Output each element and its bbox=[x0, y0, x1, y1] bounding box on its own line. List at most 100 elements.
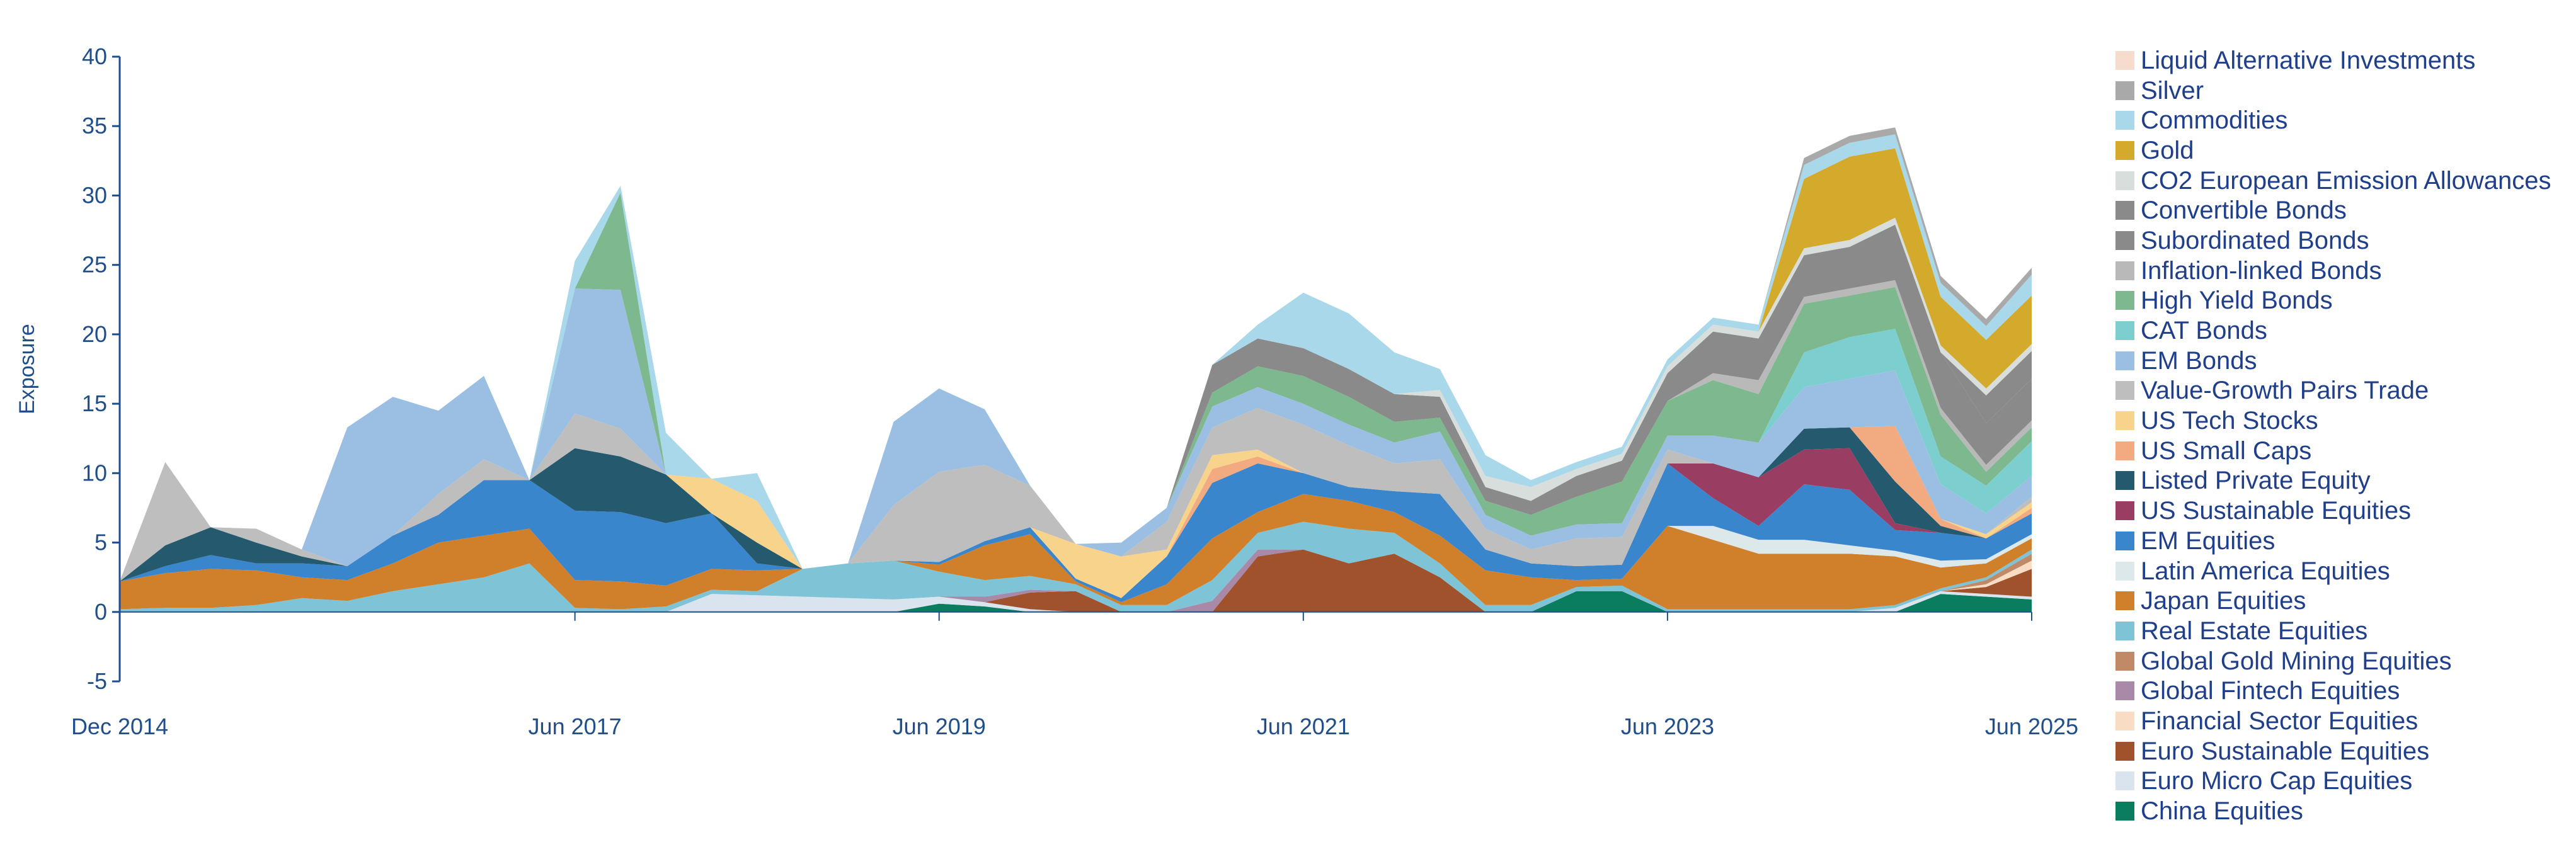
legend-swatch bbox=[2115, 561, 2134, 581]
legend-item: Global Fintech Equities bbox=[2115, 676, 2551, 706]
y-tick-label: 15 bbox=[82, 390, 107, 416]
area-us-sustainable-equities bbox=[120, 448, 2032, 598]
area-em-equities bbox=[120, 463, 2032, 603]
y-tick-label: 10 bbox=[82, 460, 107, 486]
legend-label: Euro Micro Cap Equities bbox=[2141, 767, 2413, 795]
legend-swatch bbox=[2115, 711, 2134, 730]
x-tick-label: Jun 2021 bbox=[1257, 713, 1350, 739]
legend-item: China Equities bbox=[2115, 796, 2551, 826]
legend-label: CO2 European Emission Allowances bbox=[2141, 166, 2551, 195]
legend-label: Global Gold Mining Equities bbox=[2141, 647, 2452, 675]
legend-swatch bbox=[2115, 771, 2134, 791]
stacked-areas bbox=[120, 127, 2032, 612]
legend-label: Gold bbox=[2141, 136, 2194, 164]
legend-swatch bbox=[2115, 741, 2134, 761]
y-tick-label: -5 bbox=[87, 668, 107, 694]
x-tick-label: Dec 2014 bbox=[71, 713, 168, 739]
legend-item: Global Gold Mining Equities bbox=[2115, 646, 2551, 676]
y-tick-label: 40 bbox=[82, 43, 107, 69]
legend-item: Value-Growth Pairs Trade bbox=[2115, 376, 2551, 406]
legend-swatch bbox=[2115, 501, 2134, 521]
legend-item: Listed Private Equity bbox=[2115, 466, 2551, 496]
legend-label: Commodities bbox=[2141, 106, 2288, 135]
legend-label: US Sustainable Equities bbox=[2141, 497, 2412, 525]
y-tick-label: 0 bbox=[94, 599, 107, 625]
legend-label: Euro Sustainable Equities bbox=[2141, 737, 2430, 765]
legend-item: High Yield Bonds bbox=[2115, 286, 2551, 316]
legend-item: Silver bbox=[2115, 76, 2551, 106]
legend-swatch bbox=[2115, 111, 2134, 130]
legend-label: Latin America Equities bbox=[2141, 557, 2390, 585]
legend-label: US Small Caps bbox=[2141, 436, 2312, 465]
legend-label: China Equities bbox=[2141, 797, 2303, 826]
y-axis-title: Exposure bbox=[15, 324, 39, 414]
area-japan-equities bbox=[120, 494, 2032, 610]
legend-label: EM Bonds bbox=[2141, 346, 2257, 375]
legend-label: CAT Bonds bbox=[2141, 317, 2267, 345]
legend-item: Euro Micro Cap Equities bbox=[2115, 766, 2551, 797]
legend-swatch bbox=[2115, 441, 2134, 460]
area-em-bonds bbox=[120, 288, 2032, 582]
legend-swatch bbox=[2115, 591, 2134, 611]
legend-item: CAT Bonds bbox=[2115, 315, 2551, 346]
legend-item: EM Equities bbox=[2115, 526, 2551, 556]
legend-item: Financial Sector Equities bbox=[2115, 706, 2551, 736]
legend-label: EM Equities bbox=[2141, 526, 2275, 555]
legend-swatch bbox=[2115, 291, 2134, 310]
legend-label: Value-Growth Pairs Trade bbox=[2141, 377, 2429, 405]
y-tick-label: 5 bbox=[94, 530, 107, 555]
legend-label: Convertible Bonds bbox=[2141, 196, 2347, 225]
area-value-growth-pairs-trade bbox=[120, 407, 2032, 582]
area-real-estate-equities bbox=[120, 521, 2032, 612]
y-tick-label: 35 bbox=[82, 113, 107, 139]
legend-swatch bbox=[2115, 140, 2134, 160]
legend-item: Euro Sustainable Equities bbox=[2115, 736, 2551, 766]
legend-item: Commodities bbox=[2115, 105, 2551, 135]
legend-item: Subordinated Bonds bbox=[2115, 225, 2551, 256]
legend-swatch bbox=[2115, 381, 2134, 401]
area-listed-private-equity bbox=[120, 427, 2032, 598]
legend-item: US Tech Stocks bbox=[2115, 406, 2551, 436]
legend-swatch bbox=[2115, 651, 2134, 671]
x-tick-label: Jun 2019 bbox=[893, 713, 986, 739]
legend-label: US Tech Stocks bbox=[2141, 407, 2318, 435]
legend-item: Latin America Equities bbox=[2115, 556, 2551, 586]
legend-swatch bbox=[2115, 471, 2134, 491]
legend-label: Japan Equities bbox=[2141, 587, 2306, 615]
legend-swatch bbox=[2115, 411, 2134, 431]
legend-swatch bbox=[2115, 321, 2134, 341]
area-china-equities bbox=[120, 591, 2032, 612]
legend-item: Real Estate Equities bbox=[2115, 616, 2551, 646]
legend-label: Silver bbox=[2141, 76, 2204, 105]
legend-label: High Yield Bonds bbox=[2141, 287, 2333, 315]
legend-item: Liquid Alternative Investments bbox=[2115, 45, 2551, 76]
legend-item: US Sustainable Equities bbox=[2115, 496, 2551, 526]
area-euro-sustainable-equities bbox=[120, 549, 2032, 612]
legend-swatch bbox=[2115, 171, 2134, 190]
legend-label: Financial Sector Equities bbox=[2141, 707, 2419, 735]
y-tick-label: 30 bbox=[82, 182, 107, 208]
legend-swatch bbox=[2115, 81, 2134, 100]
legend-label: Liquid Alternative Investments bbox=[2141, 46, 2476, 74]
legend-swatch bbox=[2115, 201, 2134, 220]
legend-item: EM Bonds bbox=[2115, 346, 2551, 376]
x-tick-label: Jun 2023 bbox=[1621, 713, 1714, 739]
legend-label: Global Fintech Equities bbox=[2141, 677, 2400, 705]
legend-item: Japan Equities bbox=[2115, 586, 2551, 616]
area-us-tech-stocks bbox=[120, 426, 2032, 598]
x-tick-label: Jun 2017 bbox=[529, 713, 622, 739]
area-co2-european-emission-allowances bbox=[120, 193, 2032, 582]
legend-item: US Small Caps bbox=[2115, 436, 2551, 466]
legend-item: Gold bbox=[2115, 135, 2551, 166]
legend-swatch bbox=[2115, 261, 2134, 280]
y-tick-label: 25 bbox=[82, 252, 107, 278]
legend-label: Listed Private Equity bbox=[2141, 467, 2371, 495]
axes: -5 0 5 10 15 20 25 30 35 40 Dec 2014 Jun 2017 Jun 20… bbox=[71, 43, 2078, 739]
legend-swatch bbox=[2115, 621, 2134, 640]
legend-item: Convertible Bonds bbox=[2115, 195, 2551, 225]
legend-swatch bbox=[2115, 351, 2134, 370]
legend-label: Subordinated Bonds bbox=[2141, 226, 2369, 254]
y-tick-label: 20 bbox=[82, 321, 107, 347]
x-tick-label: Jun 2025 bbox=[1985, 713, 2078, 739]
